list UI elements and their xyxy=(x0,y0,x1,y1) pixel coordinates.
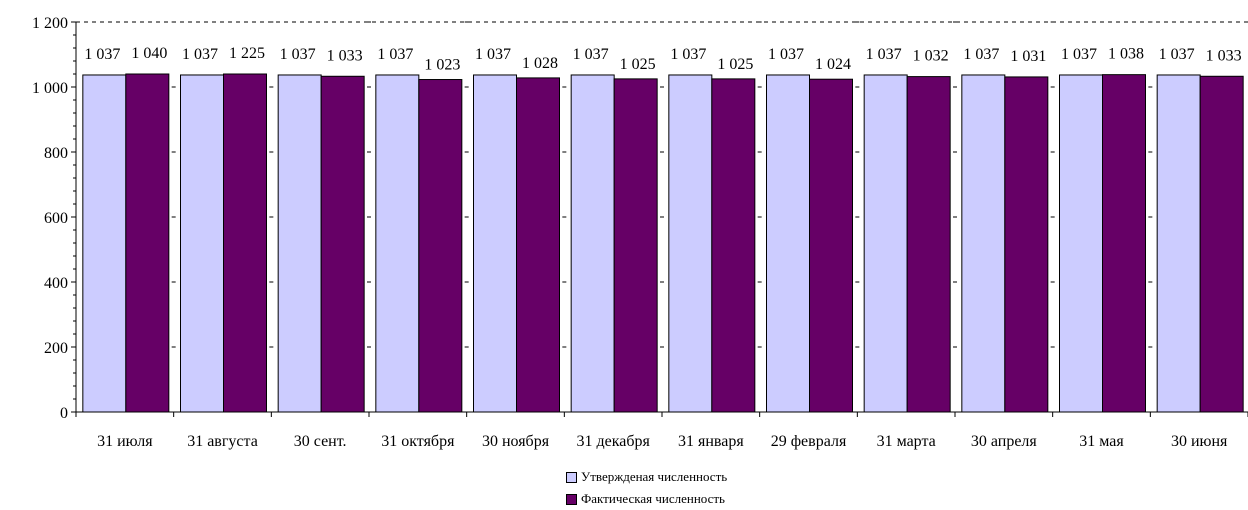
chart-axes: 0 200 400 600 800 1 000 1 200 31 июля 31 августа… xyxy=(32,15,1248,450)
bar-actual xyxy=(320,75,365,413)
y-tick-label: 200 xyxy=(44,340,68,357)
x-tick-label: 30 июня xyxy=(1171,433,1228,450)
data-label-approved: 1 037 xyxy=(1159,46,1195,63)
data-label-actual: 1 028 xyxy=(522,55,558,72)
bar-actual xyxy=(1102,74,1146,413)
bar-approved xyxy=(180,74,224,413)
y-tick-label: 0 xyxy=(60,405,68,422)
bar-approved xyxy=(1156,74,1201,413)
x-tick-label: 30 апреля xyxy=(971,433,1038,450)
x-tick-label: 30 ноября xyxy=(482,433,550,450)
data-label-actual: 1 025 xyxy=(620,56,656,73)
data-label-approved: 1 037 xyxy=(475,46,511,63)
bar-approved xyxy=(863,74,908,413)
bar-chart: 0 200 400 600 800 1 000 1 200 31 июля 31 августа… xyxy=(32,15,1248,450)
bar-actual xyxy=(809,78,853,413)
data-label-approved: 1 037 xyxy=(963,46,999,63)
bar-actual xyxy=(711,78,756,413)
data-label-approved: 1 037 xyxy=(670,46,706,63)
data-label-approved: 1 037 xyxy=(280,46,316,63)
bar-actual xyxy=(125,73,170,413)
legend-item-approved: Утвержденая численность xyxy=(566,466,727,488)
x-tick-label: 30 сент. xyxy=(294,433,347,450)
x-tick-label: 31 октября xyxy=(381,433,455,450)
bar-approved xyxy=(375,74,420,413)
chart-legend: Утвержденая численность Фактическая числ… xyxy=(566,466,727,510)
data-label-actual: 1 032 xyxy=(913,48,949,65)
data-label-actual: 1 038 xyxy=(1108,46,1144,63)
legend-swatch-actual xyxy=(566,493,577,505)
bar-actual xyxy=(906,76,951,413)
legend-label-actual: Фактическая численность xyxy=(581,491,725,506)
x-tick-label: 31 августа xyxy=(187,433,258,450)
y-tick-label: 400 xyxy=(44,275,68,292)
x-tick-label: 29 февраля xyxy=(771,433,847,450)
data-label-approved: 1 037 xyxy=(1061,46,1097,63)
chart-bars xyxy=(82,73,1244,413)
legend-label-approved: Утвержденая численность xyxy=(581,469,728,484)
y-tick-label: 1 200 xyxy=(32,15,68,32)
data-label-approved: 1 037 xyxy=(866,46,902,63)
legend-item-actual: Фактическая численность xyxy=(566,488,727,510)
data-label-approved: 1 037 xyxy=(377,46,413,63)
data-label-actual: 1 024 xyxy=(815,56,851,73)
bar-approved xyxy=(961,74,1006,413)
data-label-approved: 1 037 xyxy=(573,46,609,63)
bar-approved xyxy=(82,74,127,413)
x-tick-label: 31 июля xyxy=(97,433,153,450)
x-tick-label: 31 мая xyxy=(1079,433,1124,450)
data-label-actual: 1 033 xyxy=(1206,47,1242,64)
bar-approved xyxy=(1059,74,1103,413)
bar-approved xyxy=(766,74,810,413)
data-label-actual: 1 031 xyxy=(1010,48,1046,65)
data-label-actual: 1 225 xyxy=(229,45,265,62)
bar-approved xyxy=(668,74,713,413)
x-tick-label: 31 декабря xyxy=(576,433,650,450)
bar-actual xyxy=(223,73,267,413)
y-tick-label: 600 xyxy=(44,210,68,227)
bar-approved xyxy=(473,74,517,413)
bar-actual xyxy=(1004,76,1049,413)
chart-data-labels: 1 037 1 040 1 037 1 225 1 037 1 033 1 037 1 023… xyxy=(84,45,1241,74)
bar-actual xyxy=(1199,75,1244,413)
bar-approved xyxy=(570,74,615,413)
y-tick-label: 800 xyxy=(44,145,68,162)
data-label-actual: 1 040 xyxy=(131,45,167,62)
data-label-approved: 1 037 xyxy=(182,46,218,63)
bar-actual xyxy=(516,77,560,413)
data-label-actual: 1 033 xyxy=(327,47,363,64)
bar-actual xyxy=(418,79,463,413)
data-label-approved: 1 037 xyxy=(84,46,120,63)
data-label-approved: 1 037 xyxy=(768,46,804,63)
data-label-actual: 1 023 xyxy=(424,57,460,74)
y-tick-label: 1 000 xyxy=(32,80,68,97)
legend-swatch-approved xyxy=(566,471,577,483)
bar-actual xyxy=(613,78,658,413)
x-tick-label: 31 января xyxy=(678,433,744,450)
x-tick-label: 31 марта xyxy=(877,433,936,450)
bar-approved xyxy=(277,74,322,413)
data-label-actual: 1 025 xyxy=(717,56,753,73)
